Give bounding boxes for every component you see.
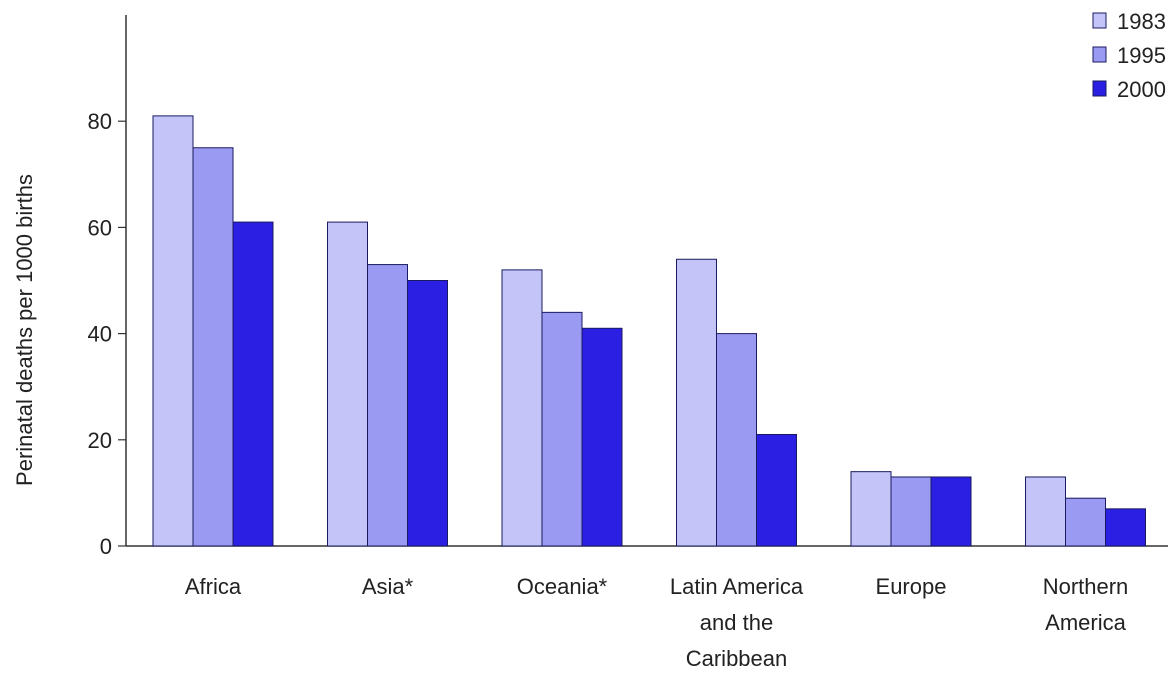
y-tick-label: 0 [100, 534, 112, 559]
bar-1995-5 [1065, 497, 1106, 547]
bar-1983-5 [1025, 476, 1066, 547]
x-category-label: Europe [876, 574, 947, 599]
legend-label-1983: 1983 [1117, 9, 1166, 34]
bar-1983-2 [501, 269, 543, 547]
bar-1995-2 [541, 311, 583, 547]
x-category-label: Oceania* [517, 574, 608, 599]
bar-1995-1 [367, 264, 408, 547]
bar-1995-3 [716, 333, 757, 547]
legend-swatch-1983 [1092, 12, 1107, 29]
bar-2000-4 [930, 476, 972, 547]
bar-1983-4 [850, 471, 892, 547]
y-tick-label: 80 [88, 109, 112, 134]
x-category-label: and the [700, 610, 773, 635]
x-category-label: America [1045, 610, 1126, 635]
y-tick-label: 40 [88, 322, 112, 347]
bar-1983-0 [152, 115, 194, 547]
bar-2000-5 [1105, 508, 1146, 547]
y-tick-label: 20 [88, 428, 112, 453]
y-tick-label: 60 [88, 215, 112, 240]
legend-label-1995: 1995 [1117, 43, 1166, 68]
bar-1995-4 [890, 476, 932, 547]
bar-1983-3 [676, 258, 717, 547]
bar-2000-1 [407, 280, 448, 547]
legend-swatch-1995 [1092, 46, 1107, 63]
legend-swatch-2000 [1092, 80, 1107, 97]
chart-axes [125, 15, 1168, 547]
x-category-label: Northern [1043, 574, 1129, 599]
legend: 1983 1995 2000 [1092, 9, 1166, 102]
x-category-label: Latin America [670, 574, 804, 599]
bar-1983-1 [327, 221, 368, 547]
x-category-label: Asia* [362, 574, 414, 599]
x-category-label: Caribbean [686, 646, 788, 671]
legend-label-2000: 2000 [1117, 77, 1166, 102]
bar-2000-3 [756, 433, 797, 547]
y-axis-title: Perinatal deaths per 1000 births [12, 174, 37, 486]
y-axis-ticks: 0 20 40 60 80 [88, 109, 126, 559]
bar-2000-0 [232, 221, 274, 547]
chart-bars [152, 115, 1146, 547]
x-category-label: Africa [185, 574, 242, 599]
bar-1995-0 [192, 147, 234, 547]
bar-2000-2 [581, 327, 623, 547]
x-axis-categories: Africa Asia* Oceania* Latin America and the C… [185, 574, 1128, 671]
